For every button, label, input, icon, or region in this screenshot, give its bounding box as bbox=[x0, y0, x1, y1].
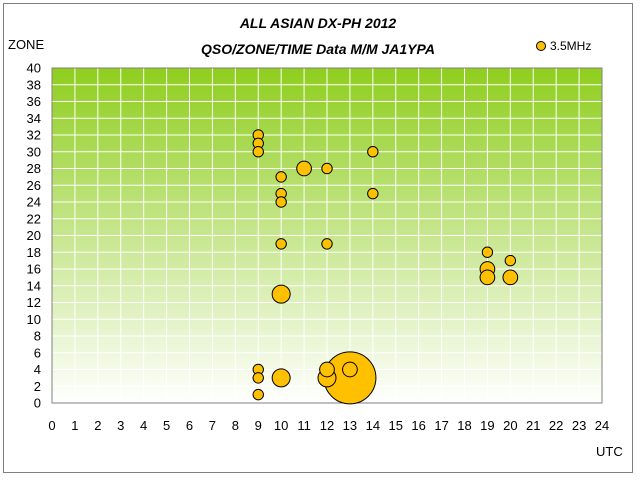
y-tick-label: 8 bbox=[34, 329, 41, 344]
chart-subtitle: QSO/ZONE/TIME Data M/M JA1YPA bbox=[201, 41, 435, 57]
data-point bbox=[502, 269, 519, 286]
y-tick-label: 16 bbox=[27, 262, 41, 277]
legend-label: 3.5MHz bbox=[550, 39, 591, 53]
y-tick-label: 12 bbox=[27, 295, 41, 310]
x-tick-label: 18 bbox=[457, 418, 471, 433]
y-tick-label: 34 bbox=[27, 111, 41, 126]
y-tick-label: 0 bbox=[34, 396, 41, 411]
x-tick-label: 21 bbox=[526, 418, 540, 433]
y-tick-label: 2 bbox=[34, 379, 41, 394]
x-tick-label: 4 bbox=[140, 418, 147, 433]
x-tick-label: 8 bbox=[232, 418, 239, 433]
x-tick-label: 22 bbox=[549, 418, 563, 433]
x-tick-label: 7 bbox=[209, 418, 216, 433]
chart-title: ALL ASIAN DX-PH 2012 bbox=[239, 15, 397, 31]
x-tick-label: 17 bbox=[434, 418, 448, 433]
x-tick-label: 2 bbox=[94, 418, 101, 433]
x-axis-title: UTC bbox=[596, 444, 623, 459]
y-tick-label: 40 bbox=[27, 61, 41, 76]
x-tick-label: 14 bbox=[366, 418, 380, 433]
y-tick-label: 30 bbox=[27, 144, 41, 159]
x-tick-label: 11 bbox=[297, 418, 311, 433]
data-point bbox=[321, 162, 333, 175]
x-tick-label: 0 bbox=[48, 418, 55, 433]
x-tick-label: 12 bbox=[320, 418, 334, 433]
data-points bbox=[252, 129, 519, 405]
x-tick-label: 13 bbox=[343, 418, 357, 433]
x-tick-label: 16 bbox=[411, 418, 425, 433]
y-tick-label: 4 bbox=[34, 362, 41, 377]
legend-marker bbox=[536, 41, 546, 51]
data-point bbox=[367, 187, 379, 200]
data-point bbox=[252, 388, 264, 401]
x-tick-labels: 0 1 2 3 4 5 6 7 8 9 10 11 12 13 14 15 16 17 18 19 20 21 22 23 24 bbox=[48, 418, 609, 433]
y-tick-label: 18 bbox=[27, 245, 41, 260]
y-axis-title: ZONE bbox=[8, 37, 44, 52]
y-tick-label: 20 bbox=[27, 228, 41, 243]
x-tick-label: 6 bbox=[186, 418, 193, 433]
data-point bbox=[275, 238, 287, 250]
data-point bbox=[319, 361, 335, 378]
data-point bbox=[271, 368, 291, 388]
data-point bbox=[479, 269, 496, 286]
data-point bbox=[271, 284, 291, 304]
y-tick-label: 32 bbox=[27, 128, 41, 143]
y-tick-label: 38 bbox=[27, 77, 41, 92]
x-tick-label: 3 bbox=[117, 418, 124, 433]
x-tick-label: 10 bbox=[274, 418, 288, 433]
grid-lines bbox=[51, 67, 603, 404]
y-tick-label: 36 bbox=[27, 94, 41, 109]
x-tick-label: 19 bbox=[480, 418, 494, 433]
x-tick-label: 15 bbox=[389, 418, 403, 433]
data-point bbox=[252, 146, 264, 158]
plot-border bbox=[51, 67, 603, 404]
x-tick-label: 9 bbox=[255, 418, 262, 433]
data-point bbox=[504, 254, 517, 267]
x-tick-label: 20 bbox=[503, 418, 517, 433]
data-point bbox=[367, 146, 379, 158]
data-point bbox=[321, 238, 333, 250]
data-point bbox=[296, 160, 312, 177]
data-point bbox=[275, 196, 287, 208]
y-tick-label: 26 bbox=[27, 178, 41, 193]
y-tick-label: 22 bbox=[27, 211, 41, 226]
data-point bbox=[481, 246, 494, 258]
x-tick-label: 5 bbox=[163, 418, 170, 433]
data-point bbox=[252, 372, 264, 384]
y-tick-label: 10 bbox=[27, 312, 41, 327]
x-tick-label: 1 bbox=[71, 418, 78, 433]
data-point bbox=[342, 361, 358, 378]
y-tick-label: 28 bbox=[27, 161, 41, 176]
x-tick-label: 23 bbox=[572, 418, 586, 433]
legend: 3.5MHz bbox=[536, 39, 591, 53]
data-point bbox=[275, 171, 287, 183]
y-tick-label: 24 bbox=[27, 195, 41, 210]
y-tick-label: 14 bbox=[27, 278, 41, 293]
y-tick-label: 6 bbox=[34, 345, 41, 360]
x-tick-label: 24 bbox=[595, 418, 609, 433]
